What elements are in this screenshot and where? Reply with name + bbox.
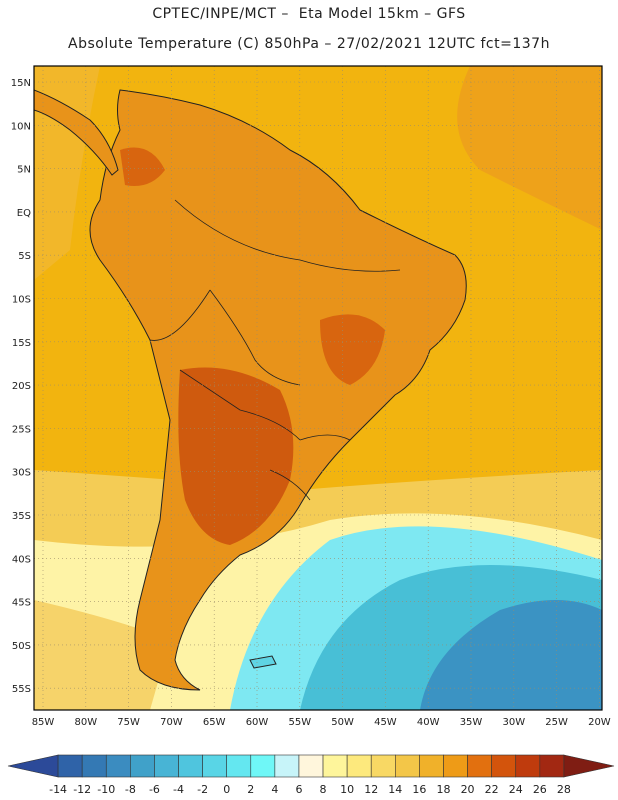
colorbar-label: -8 (125, 783, 136, 796)
latitude-label: 35S (12, 511, 31, 522)
colorbar-swatch (370, 754, 396, 778)
colorbar-label: 22 (485, 783, 499, 796)
colorbar-label: 16 (412, 783, 426, 796)
colorbar-swatch (563, 754, 615, 778)
longitude-label: 20W (588, 717, 611, 728)
longitude-label: 40W (417, 717, 440, 728)
colorbar-label: -2 (197, 783, 208, 796)
colorbar-label: 2 (247, 783, 254, 796)
colorbar-swatch (202, 754, 227, 778)
longitude-label: 85W (32, 717, 55, 728)
title-line-1: CPTEC/INPE/MCT – Eta Model 15km – GFS (152, 6, 466, 22)
colorbar-swatch (346, 754, 372, 778)
colorbar-swatch (7, 754, 59, 778)
longitude-label: 50W (331, 717, 354, 728)
colorbar-swatch (226, 754, 252, 778)
colorbar-swatch (322, 754, 348, 778)
longitude-label: 65W (203, 717, 226, 728)
country-borders (149, 199, 401, 501)
latitude-label: EQ (17, 208, 31, 219)
falkland-islands (249, 655, 277, 669)
colorbar-swatch (57, 754, 83, 778)
colorbar-swatch (419, 754, 444, 778)
colorbar-label: 12 (364, 783, 378, 796)
latitude-label: 10N (11, 121, 31, 132)
colorbar-label: 26 (533, 783, 547, 796)
colorbar-label: 10 (340, 783, 354, 796)
colorbar-swatch (539, 754, 565, 778)
colorbar-label: 6 (295, 783, 302, 796)
colorbar-label: 14 (388, 783, 402, 796)
colorbar-swatch (467, 754, 492, 778)
colorbar-label: 20 (461, 783, 475, 796)
title-line-2: Absolute Temperature (C) 850hPa – 27/02/… (68, 36, 550, 52)
colorbar-swatch (274, 754, 300, 778)
graticule (34, 66, 602, 710)
colorbar-swatch (250, 754, 276, 778)
colorbar-swatch (105, 754, 131, 778)
colorbar-label: -6 (149, 783, 160, 796)
colorbar-swatch (178, 754, 203, 778)
map-area (34, 66, 602, 710)
colorbar-label: -4 (173, 783, 184, 796)
colorbar-labels: -14 -12 -10 -8 -6 -4 -2 0 2 4 6 8 10 12 14 16 18 20 22 24 26… (49, 783, 571, 796)
longitude-label: 80W (74, 717, 97, 728)
hot-region-central (178, 367, 294, 545)
colorbar-swatch (443, 754, 468, 778)
latitude-label: 10S (12, 295, 31, 306)
latitude-label: 5N (17, 165, 31, 176)
central-america-landmass (34, 89, 119, 176)
longitude-label: 55W (288, 717, 311, 728)
latitude-label: 55S (12, 684, 31, 695)
latitude-label: 40S (12, 554, 31, 565)
latitude-label: 5S (18, 251, 31, 262)
latitude-labels: 15N 10N 5N EQ 5S 10S 15S 20S 25S 30S 35S 40S 45S 50S 5… (11, 78, 31, 695)
latitude-label: 20S (12, 381, 31, 392)
warm-atlantic-field (457, 66, 602, 230)
colorbar-swatch (81, 754, 107, 778)
colorbar-swatch (515, 754, 541, 778)
longitude-label: 25W (545, 717, 568, 728)
map-frame (33, 65, 603, 711)
latitude-label: 15N (11, 78, 31, 89)
colorbar-swatch (395, 754, 420, 778)
colorbar-label: 24 (509, 783, 523, 796)
colorbar-label: -10 (97, 783, 115, 796)
colorbar (7, 754, 615, 778)
hot-region-north (120, 147, 165, 186)
colorbar-swatch (298, 754, 324, 778)
longitude-labels: 85W 80W 75W 70W 65W 60W 55W 50W 45W 40W 35W 30W 25W 2… (32, 717, 611, 728)
latitude-label: 25S (12, 424, 31, 435)
pacific-south-field (34, 600, 170, 710)
colorbar-label: 18 (436, 783, 450, 796)
latitude-label: 50S (12, 641, 31, 652)
colorbar-label: 8 (320, 783, 327, 796)
latitude-label: 15S (12, 338, 31, 349)
colorbar-label: -14 (49, 783, 67, 796)
latitude-label: 30S (12, 468, 31, 479)
longitude-label: 35W (460, 717, 483, 728)
hot-region-brazil (320, 314, 385, 385)
latitude-label: 45S (12, 598, 31, 609)
colorbar-swatch (130, 754, 155, 778)
longitude-label: 70W (160, 717, 183, 728)
colorbar-swatch (154, 754, 179, 778)
colorbar-label: -12 (73, 783, 91, 796)
colorbar-swatch (491, 754, 517, 778)
colorbar-label: 0 (223, 783, 230, 796)
longitude-label: 45W (374, 717, 397, 728)
colorbar-label: 28 (557, 783, 571, 796)
longitude-label: 75W (117, 717, 140, 728)
longitude-label: 30W (502, 717, 525, 728)
longitude-label: 60W (246, 717, 269, 728)
colorbar-label: 4 (271, 783, 278, 796)
